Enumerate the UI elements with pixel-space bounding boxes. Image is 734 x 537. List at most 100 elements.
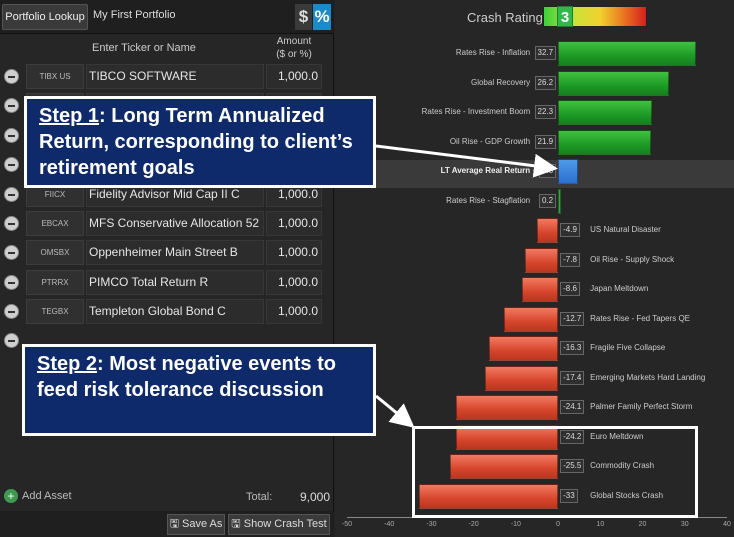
remove-icon[interactable] bbox=[4, 245, 19, 261]
show-crash-test-button[interactable]: 🖫 Show Crash Test bbox=[228, 514, 330, 535]
x-tick-label: 40 bbox=[723, 521, 731, 528]
dollar-mode-button[interactable]: $ bbox=[295, 4, 312, 30]
bar-category-label: Rates Rise - Fed Tapers QE bbox=[590, 313, 690, 323]
bar-category-label: Rates Rise - Stagflation bbox=[446, 195, 531, 205]
remove-icon[interactable] bbox=[4, 157, 19, 173]
remove-icon[interactable] bbox=[4, 127, 19, 143]
x-tick-label: 10 bbox=[596, 521, 605, 528]
remove-icon[interactable] bbox=[4, 216, 19, 231]
ticker-cell[interactable]: TIBX US bbox=[26, 64, 84, 89]
remove-icon[interactable] bbox=[4, 274, 19, 290]
bar-category-label: Emerging Markets Hard Landing bbox=[590, 372, 706, 382]
negative-events-frame bbox=[412, 426, 698, 518]
portfolio-toolbar: Portfolio Lookup My First Portfolio $ % bbox=[0, 0, 334, 34]
step1-callout: Step 1: Long Term Annualized Return, cor… bbox=[24, 96, 376, 188]
ticker-column-header: Enter Ticker or Name bbox=[92, 42, 196, 54]
bar-value-label: -7.8 bbox=[560, 252, 580, 267]
remove-icon[interactable] bbox=[4, 186, 19, 202]
step1-label: Step 1 bbox=[39, 105, 100, 127]
amount-column-header: Amount ($ or %) bbox=[266, 35, 322, 61]
save-icon: 🖫 bbox=[231, 518, 244, 530]
ticker-cell[interactable]: TEGBX bbox=[26, 299, 84, 325]
bar-value-label: -25.5 bbox=[560, 459, 585, 473]
portfolio-name[interactable]: My First Portfolio bbox=[93, 9, 176, 21]
amount-cell[interactable]: 1,000.0 bbox=[266, 299, 322, 325]
total-label: Total: bbox=[246, 491, 273, 503]
remove-icon[interactable] bbox=[4, 69, 19, 84]
bar-value-label: 22.3 bbox=[534, 105, 557, 119]
bar-value-label: -33 bbox=[560, 488, 578, 503]
remove-icon[interactable] bbox=[4, 333, 19, 348]
amount-cell[interactable]: 1,000.0 bbox=[266, 240, 322, 266]
holding-row: TIBX US TIBCO SOFTWARE 1,000.0 bbox=[0, 62, 334, 91]
bar-value-label: 4.8 bbox=[539, 164, 557, 178]
amount-cell[interactable]: 1,000.0 bbox=[266, 269, 322, 295]
bar-value-label: -24.1 bbox=[560, 400, 585, 414]
x-tick-label: -30 bbox=[426, 521, 437, 528]
chart-bar bbox=[558, 188, 562, 214]
portfolio-lookup-button[interactable]: Portfolio Lookup bbox=[2, 4, 88, 30]
amount-cell[interactable]: 1,000.0 bbox=[266, 211, 322, 236]
bar-category-label: US Natural Disaster bbox=[590, 225, 661, 234]
name-cell[interactable]: Templeton Global Bond C bbox=[86, 299, 264, 325]
chart-bar bbox=[489, 336, 559, 361]
total-value: 9,000 bbox=[299, 490, 330, 504]
remove-icon[interactable] bbox=[4, 304, 19, 320]
bar-value-label: 21.9 bbox=[534, 134, 557, 149]
remove-icon[interactable] bbox=[4, 98, 19, 114]
name-cell[interactable]: Oppenheimer Main Street B bbox=[86, 240, 264, 266]
x-tick-label: -20 bbox=[468, 521, 479, 528]
amount-header-line1: Amount bbox=[276, 36, 312, 47]
save-as-button[interactable]: 🖫 Save As bbox=[167, 514, 225, 535]
name-cell[interactable]: MFS Conservative Allocation 52 bbox=[86, 211, 264, 236]
name-cell[interactable]: TIBCO SOFTWARE bbox=[86, 64, 264, 89]
holding-row: EBCAX MFS Conservative Allocation 52 1,000… bbox=[0, 209, 334, 238]
bar-category-label: Global Stocks Crash bbox=[590, 490, 664, 500]
chart-bar bbox=[558, 129, 651, 155]
bar-value-label: -4.9 bbox=[560, 223, 580, 237]
ticker-cell[interactable]: PTRRX bbox=[26, 269, 84, 295]
bar-value-label: -16.3 bbox=[560, 341, 585, 355]
amount-cell[interactable]: 1,000.0 bbox=[266, 64, 322, 89]
bar-category-label: LT Average Real Return bbox=[440, 166, 531, 175]
holding-row: TEGBX Templeton Global Bond C 1,000.0 bbox=[0, 297, 334, 326]
bar-category-label: Palmer Family Perfect Storm bbox=[590, 402, 693, 411]
chart-bar bbox=[558, 159, 579, 184]
chart-bar bbox=[558, 100, 653, 125]
bar-category-label: Japan Meltdown bbox=[590, 284, 649, 293]
chart-bar bbox=[558, 70, 669, 96]
chart-bar bbox=[558, 41, 697, 66]
percent-mode-button[interactable]: % bbox=[313, 4, 331, 30]
chart-bar bbox=[504, 306, 559, 332]
holding-row: OMSBX Oppenheimer Main Street B 1,000.0 bbox=[0, 238, 334, 267]
x-tick-label: 20 bbox=[638, 521, 647, 528]
plus-icon: + bbox=[4, 489, 18, 503]
chart-bar bbox=[418, 483, 559, 509]
empty-holding-row bbox=[0, 326, 334, 355]
step2-callout: Step 2: Most negative events to feed ris… bbox=[22, 344, 376, 436]
crash-rating-value: 3 bbox=[557, 6, 573, 27]
ticker-cell[interactable]: EBCAX bbox=[26, 211, 84, 236]
step2-text: : Most negative events to feed risk tole… bbox=[37, 353, 336, 401]
bar-category-label: Commodity Crash bbox=[590, 461, 655, 470]
chart-bar bbox=[484, 365, 559, 391]
chart-bar bbox=[525, 247, 559, 273]
add-asset-label: Add Asset bbox=[22, 489, 72, 502]
bar-category-label: Euro Meltdown bbox=[590, 431, 644, 441]
bar-category-label: Oil Rise - GDP Growth bbox=[449, 136, 531, 146]
ticker-cell[interactable]: OMSBX bbox=[26, 240, 84, 266]
show-crash-test-label: Show Crash Test bbox=[243, 518, 327, 530]
holding-row: PTRRX PIMCO Total Return R 1,000.0 bbox=[0, 268, 334, 297]
chart-bar bbox=[456, 395, 559, 420]
save-as-label: Save As bbox=[182, 518, 223, 530]
bar-category-label: Rates Rise - Inflation bbox=[455, 48, 531, 57]
bar-value-label: 32.7 bbox=[534, 46, 557, 60]
amount-header-line2: ($ or %) bbox=[276, 49, 312, 60]
x-tick-label: -10 bbox=[510, 521, 521, 528]
bar-value-label: -24.2 bbox=[560, 429, 585, 444]
bar-category-label: Fragile Five Collapse bbox=[590, 343, 666, 352]
name-cell[interactable]: PIMCO Total Return R bbox=[86, 269, 264, 295]
add-asset-button[interactable]: + Add Asset bbox=[4, 489, 72, 503]
crash-rating-title: Crash Rating bbox=[467, 10, 543, 25]
portfolio-panel: Portfolio Lookup My First Portfolio $ % … bbox=[0, 0, 334, 537]
